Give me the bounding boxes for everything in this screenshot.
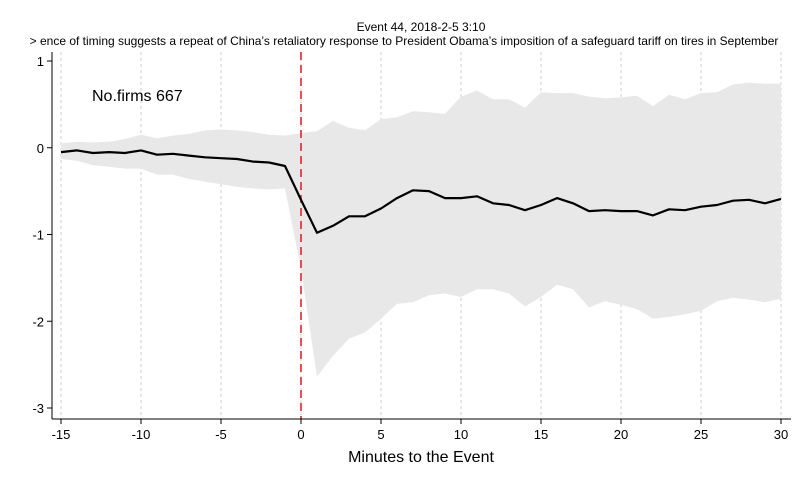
y-tick-label: -1 — [32, 228, 44, 243]
x-tick-label: 10 — [454, 427, 468, 442]
annotation-no-firms: No.firms 667 — [92, 88, 183, 105]
y-tick-label: 0 — [37, 141, 44, 156]
series-line — [60, 149, 782, 234]
axes: 10-1-2-3-15 -10 -5 0 5 10 15 20 25 30 — [32, 52, 791, 442]
confidence-band — [61, 82, 781, 377]
x-tick-label: 5 — [377, 427, 384, 442]
y-tick-label: -2 — [32, 314, 44, 329]
x-tick-label: 30 — [774, 427, 788, 442]
x-tick-label: -10 — [132, 427, 151, 442]
x-tick-label: 15 — [534, 427, 548, 442]
x-tick-label: 0 — [297, 427, 304, 442]
chart-title: Event 44, 2018-2-5 3:10 — [357, 20, 486, 34]
chart-subtitle: > ence of timing suggests a repeat of Ch… — [30, 34, 779, 48]
y-tick-label: 1 — [37, 54, 44, 69]
y-tick-label: -3 — [32, 401, 44, 416]
x-tick-label: 20 — [614, 427, 628, 442]
x-axis-title: Minutes to the Event — [348, 449, 494, 466]
x-tick-label: 25 — [694, 427, 708, 442]
x-tick-label: -15 — [52, 427, 71, 442]
x-tick-label: -5 — [215, 427, 227, 442]
